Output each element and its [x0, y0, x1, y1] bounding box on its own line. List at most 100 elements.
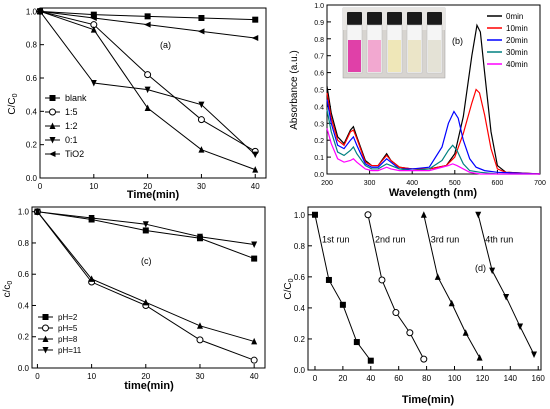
- y-tick-label: 0.0: [314, 172, 324, 179]
- data-point: [251, 35, 259, 41]
- y-tick-label: 0.4: [26, 107, 38, 116]
- y-tick-label: 0.6: [18, 270, 30, 279]
- x-tick-label: 80: [422, 374, 431, 383]
- legend-entry: 0min: [506, 12, 523, 21]
- data-point: [392, 309, 400, 317]
- panel-a-degradation-chart: 0 10 20 30 40 0.0 0.2 0.4 0.6 0.8 1.0 (a) Time(min…: [7, 7, 267, 201]
- data-point: [142, 221, 149, 228]
- data-point: [36, 8, 43, 15]
- data-point: [197, 116, 205, 124]
- run-annotation: 2nd run: [375, 235, 406, 245]
- data-point: [144, 86, 151, 94]
- panel-b-y-axis-title: Absorbance (a.u.): [289, 50, 300, 130]
- y-tick-label: 0.7: [314, 54, 324, 61]
- panel-c-x-axis-title: time(min): [124, 380, 174, 392]
- y-tick-label: 0.2: [314, 138, 324, 145]
- x-tick-label: 140: [504, 374, 518, 383]
- data-point: [252, 151, 259, 159]
- y-tick-label: 1.0: [314, 3, 324, 10]
- data-point: [142, 227, 149, 234]
- run-annotation: 4th run: [485, 235, 513, 245]
- vial-solution: [368, 40, 381, 72]
- y-tick-label: 0.8: [294, 242, 306, 251]
- x-tick-label: 600: [492, 180, 504, 187]
- y-tick-label: 0.4: [294, 304, 306, 313]
- data-point: [90, 80, 97, 87]
- data-point: [251, 337, 258, 345]
- data-point: [364, 211, 372, 219]
- legend-entry: 30min: [506, 48, 528, 57]
- legend-entry: 40min: [506, 60, 528, 69]
- data-point: [90, 26, 97, 33]
- legend-marker: [49, 122, 56, 129]
- data-point: [198, 15, 205, 21]
- data-point: [142, 298, 149, 306]
- y-tick-label: 0.8: [314, 37, 324, 44]
- y-tick-label: 0.0: [18, 364, 30, 373]
- legend-marker: [42, 335, 49, 342]
- data-point: [144, 104, 151, 111]
- legend-marker: [49, 95, 56, 101]
- legend-marker: [42, 324, 49, 332]
- legend-entry: 10min: [506, 24, 528, 33]
- data-point: [144, 13, 151, 20]
- data-point: [251, 255, 258, 262]
- panel-c-y-axis-title: c/c0: [2, 281, 14, 298]
- x-tick-label: 20: [141, 372, 150, 381]
- y-tick-label: 0.9: [314, 20, 324, 27]
- panel-c-label: (c): [141, 256, 152, 266]
- data-point: [34, 208, 41, 216]
- data-point: [250, 356, 258, 364]
- y-tick-label: 0.8: [26, 41, 38, 50]
- legend-entry: pH=5: [58, 324, 78, 333]
- legend-marker: [49, 151, 56, 157]
- data-point: [198, 146, 205, 153]
- x-tick-label: 0: [313, 374, 318, 383]
- data-point: [531, 351, 538, 358]
- x-tick-label: 30: [196, 372, 205, 381]
- run-annotation: 3rd run: [431, 235, 460, 245]
- vials-inset-photo: [342, 7, 446, 79]
- vial-cap: [427, 12, 442, 25]
- x-tick-label: 300: [364, 180, 376, 187]
- vial-cap: [387, 12, 402, 25]
- data-point: [367, 357, 374, 364]
- data-point: [252, 16, 259, 23]
- data-point: [252, 166, 259, 173]
- data-point: [448, 299, 455, 307]
- data-point: [196, 233, 203, 241]
- vial-solution: [348, 40, 361, 72]
- spectrum-line: [326, 99, 541, 175]
- legend-entry: 20min: [506, 36, 528, 45]
- x-tick-label: 10: [89, 182, 98, 191]
- x-tick-label: 200: [321, 180, 333, 187]
- panel-a-legend: blank 1:5 1:2 0:1 TiO2: [45, 93, 87, 159]
- x-tick-label: 700: [534, 180, 546, 187]
- legend-entry: TiO2: [65, 149, 84, 159]
- data-point: [196, 336, 204, 344]
- vial-cap: [347, 12, 362, 25]
- x-tick-label: 120: [476, 374, 490, 383]
- panel-b-absorbance-chart: 200 300 400 500 600 700 0.0 0.1 0.2 0.3 0.4 0.5 0.6 0…: [289, 3, 546, 199]
- legend-marker: [49, 108, 56, 116]
- panel-d-label: (d): [475, 263, 486, 273]
- data-point: [88, 214, 95, 222]
- panel-a-label: (a): [160, 40, 171, 50]
- vial-solution: [388, 40, 401, 72]
- y-tick-label: 0.6: [314, 71, 324, 78]
- x-tick-label: 40: [366, 374, 375, 383]
- y-tick-label: 0.6: [26, 74, 38, 83]
- y-tick-label: 0.1: [314, 155, 324, 162]
- data-point: [475, 211, 482, 219]
- data-point: [90, 11, 97, 18]
- spectrum-line: [326, 88, 541, 175]
- x-tick-label: 500: [449, 180, 461, 187]
- panel-a-x-axis-title: Time(min): [127, 189, 180, 201]
- y-tick-label: 0.0: [294, 366, 306, 375]
- data-point: [144, 71, 152, 79]
- panel-c-legend: pH=2 pH=5 pH=8 pH=11: [38, 313, 82, 355]
- legend-marker: [42, 347, 49, 354]
- data-point: [88, 275, 95, 282]
- legend-entry: blank: [65, 93, 87, 103]
